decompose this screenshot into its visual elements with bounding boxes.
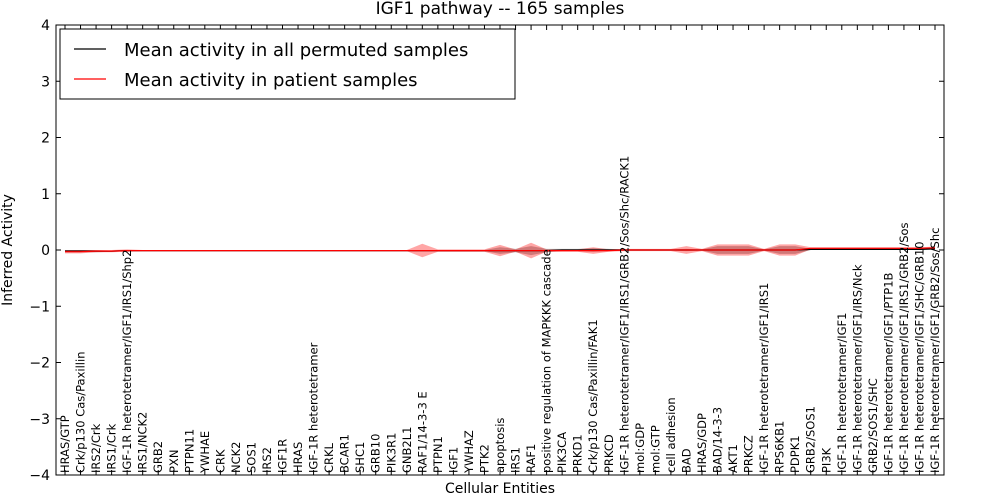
x-tick-label: IRS2/Crk xyxy=(89,423,103,473)
x-tick-label: PTPN11 xyxy=(182,429,196,473)
x-tick-label: cell adhesion xyxy=(664,397,678,473)
x-tick-label: IGF-1R heterotetramer/IGF1/IRS1/Shp2 xyxy=(120,250,134,473)
x-tick-label: IRS2 xyxy=(260,447,274,473)
x-tick-label: PXN xyxy=(167,450,181,473)
x-tick-label: Crk/p130 Cas/Paxillin xyxy=(74,352,88,473)
x-tick-label: RPS6KB1 xyxy=(773,421,787,473)
x-tick-label: mol:GTP xyxy=(648,425,662,473)
x-tick-label: HRAS/GDP xyxy=(695,413,709,473)
x-tick-label: Crk/p130 Cas/Paxillin/FAK1 xyxy=(586,319,600,473)
x-tick-label: PTPN1 xyxy=(431,436,445,473)
x-tick-label: PRKCD xyxy=(602,434,616,473)
x-tick-label: BAD/14-3-3 xyxy=(711,407,725,473)
line-series-1 xyxy=(65,247,936,253)
x-tick-label: PRKD1 xyxy=(571,434,585,473)
x-tick-label: IGF-1R heterotetramer/IGF1 xyxy=(835,313,849,473)
chart-title: IGF1 pathway -- 165 samples xyxy=(376,0,625,19)
x-tick-label: BAD xyxy=(679,448,693,473)
x-axis-label: Cellular Entities xyxy=(445,481,555,497)
y-tick-label: −1 xyxy=(29,299,50,315)
x-tick-label: mol:GDP xyxy=(633,423,647,473)
x-tick-label: IGF-1R heterotetramer/IGF1/IRS1/GRB2/Sos xyxy=(897,222,911,473)
x-tick-label: RAF1/14-3-3 E xyxy=(415,391,429,473)
series-lines xyxy=(65,247,936,253)
y-tick-label: 4 xyxy=(41,18,50,34)
x-tick-label: IRS1/Crk xyxy=(105,423,119,473)
y-tick-label: −4 xyxy=(29,468,50,484)
x-tick-label: IGF-1R heterotetramer/IGF1/IRS1/GRB2/Sos… xyxy=(617,156,631,473)
x-tick-label: IGF-1R heterotetramer/IGF1/IRS/Nck xyxy=(850,264,864,473)
x-axis: HRAS/GTP Crk/p130 Cas/Paxillin IRS2/Crk IRS… xyxy=(58,25,942,475)
legend-box xyxy=(59,28,516,100)
x-tick-label: AKT1 xyxy=(726,444,740,473)
x-tick-label: NCK2 xyxy=(229,442,243,474)
x-tick-label: GRB10 xyxy=(369,434,383,473)
x-tick-label: IRS1/NCK2 xyxy=(136,412,150,473)
x-tick-label: PDPK1 xyxy=(788,435,802,473)
x-tick-label: PRKCZ xyxy=(742,435,756,473)
y-tick-label: −2 xyxy=(29,356,50,372)
y-tick-label: 0 xyxy=(41,243,50,259)
x-tick-label: positive regulation of MAPKKK cascade xyxy=(540,249,554,473)
x-tick-label: GRB2/SOS1 xyxy=(804,406,818,473)
x-tick-label: HRAS xyxy=(291,442,305,473)
y-tick-label: −3 xyxy=(29,412,50,428)
x-tick-label: BCAR1 xyxy=(338,434,352,473)
x-tick-label: IGF-1R heterotetramer/IGF1/GRB2/Sos/Shc xyxy=(928,228,942,473)
y-tick-label: 2 xyxy=(41,131,50,147)
x-tick-label: IGF1R xyxy=(276,439,290,473)
legend-label-permuted: Mean activity in all permuted samples xyxy=(124,40,468,61)
x-tick-label: CRKL xyxy=(322,442,336,473)
y-axis: −4 −3 −2 −1 0 1 2 3 4 xyxy=(29,18,944,484)
x-tick-label: IGF-1R heterotetramer/IGF1/IRS1 xyxy=(757,283,771,473)
x-tick-label: PIK3R1 xyxy=(384,433,398,474)
y-tick-label: 1 xyxy=(41,187,50,203)
x-tick-label: CRK xyxy=(213,449,227,473)
x-tick-label: GNB2L1 xyxy=(400,427,414,473)
y-axis-label: Inferred Activity xyxy=(0,194,16,306)
x-tick-label: SHC1 xyxy=(353,442,367,473)
x-tick-label: IGF-1R heterotetramer/IGF1/PTP1B xyxy=(881,272,895,473)
x-tick-label: RAF1 xyxy=(524,444,538,473)
x-tick-label: YWHAZ xyxy=(462,430,476,474)
x-tick-label: PI3K xyxy=(819,447,833,473)
x-tick-label: SOS1 xyxy=(244,442,258,473)
x-tick-label: IGF-1R heterotetramer/IGF1/SHC/GRB10 xyxy=(912,241,926,473)
x-tick-label: IRS1 xyxy=(509,447,523,473)
y-tick-label: 3 xyxy=(41,74,50,90)
x-tick-label: PTK2 xyxy=(477,444,491,473)
x-tick-label: GRB2 xyxy=(151,441,165,473)
x-tick-label: GRB2/SOS1/SHC xyxy=(866,378,880,473)
legend-label-patient: Mean activity in patient samples xyxy=(124,70,418,91)
x-tick-label: HRAS/GTP xyxy=(58,415,72,473)
legend: Mean activity in all permuted samples Me… xyxy=(59,28,516,100)
x-tick-label: IGF-1R heterotetramer xyxy=(307,342,321,473)
x-tick-label: IGF1 xyxy=(446,447,460,473)
x-tick-label: PIK3CA xyxy=(555,432,569,473)
x-tick-label: apoptosis xyxy=(493,418,507,473)
x-tick-label: YWHAE xyxy=(198,431,212,474)
